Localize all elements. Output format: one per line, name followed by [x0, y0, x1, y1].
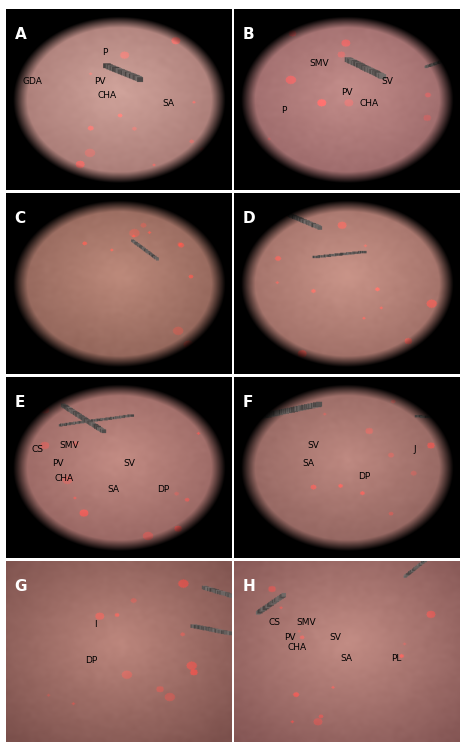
Text: CHA: CHA	[359, 98, 379, 107]
Text: GDA: GDA	[23, 77, 43, 86]
Text: CS: CS	[31, 445, 43, 454]
Text: B: B	[243, 27, 254, 42]
Text: PV: PV	[285, 632, 296, 641]
Text: I: I	[94, 620, 97, 629]
Text: DP: DP	[359, 472, 371, 481]
Text: SMV: SMV	[296, 618, 316, 627]
Text: CS: CS	[268, 618, 280, 627]
Text: PV: PV	[52, 460, 63, 469]
Text: C: C	[14, 211, 26, 226]
Text: J: J	[413, 445, 416, 454]
Text: SV: SV	[329, 632, 341, 641]
Text: SA: SA	[302, 460, 314, 469]
Text: SA: SA	[341, 654, 352, 663]
Text: DP: DP	[157, 484, 170, 493]
Text: G: G	[14, 579, 27, 594]
Text: P: P	[281, 106, 286, 115]
Text: SV: SV	[307, 442, 319, 451]
Text: SV: SV	[124, 460, 136, 469]
Text: SA: SA	[108, 484, 120, 493]
Text: E: E	[14, 395, 25, 410]
Text: DP: DP	[85, 656, 97, 665]
Text: SMV: SMV	[310, 59, 329, 68]
Text: D: D	[243, 211, 256, 226]
Text: SV: SV	[381, 77, 393, 86]
Text: CHA: CHA	[55, 474, 74, 483]
Text: CHA: CHA	[98, 92, 117, 101]
Text: PV: PV	[94, 77, 106, 86]
Text: P: P	[102, 48, 107, 57]
Text: CHA: CHA	[287, 644, 306, 653]
Text: SMV: SMV	[59, 442, 79, 451]
Text: H: H	[243, 579, 256, 594]
Text: A: A	[14, 27, 27, 42]
Text: PV: PV	[341, 88, 352, 97]
Text: SA: SA	[162, 98, 174, 107]
Text: PL: PL	[391, 654, 401, 663]
Text: F: F	[243, 395, 253, 410]
